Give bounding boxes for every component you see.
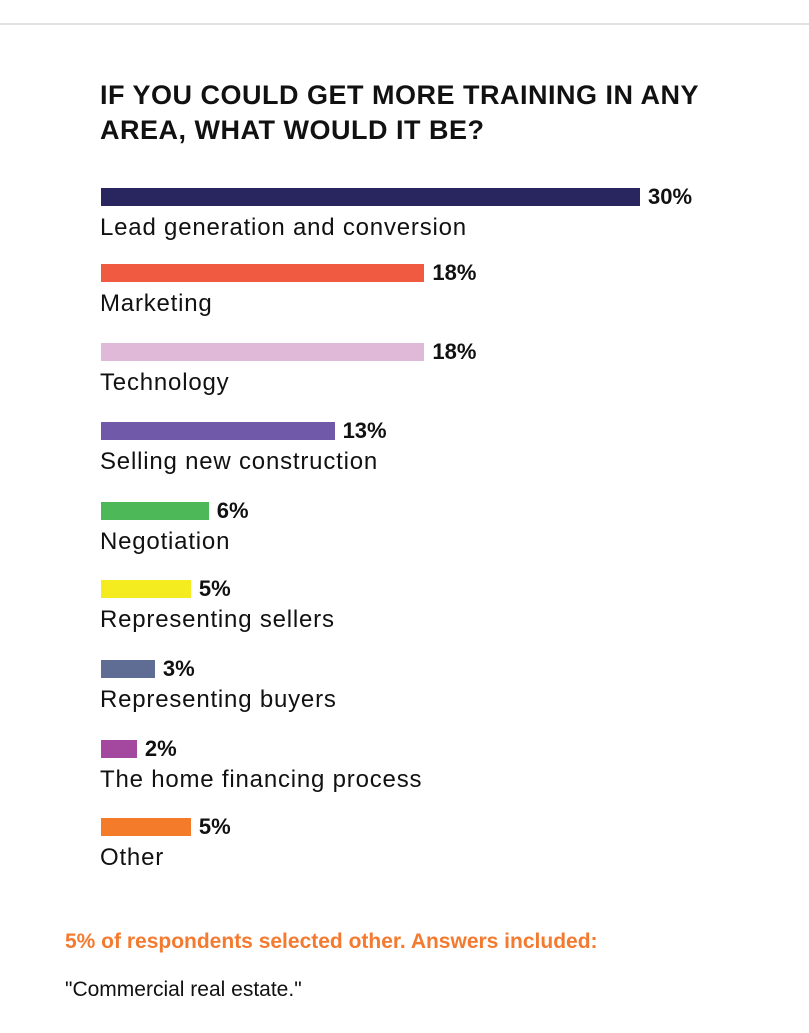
bar-row: 5% Other [100, 814, 801, 878]
bar-row: 30% Lead generation and conversion [100, 184, 801, 248]
bar [101, 264, 425, 282]
value-label: 6% [216, 498, 249, 523]
bar [101, 422, 335, 440]
bar-row: 18% Marketing [100, 260, 801, 324]
bar-row: 3% Representing buyers [100, 656, 801, 720]
chart-title: IF YOU COULD GET MORE TRAINING IN ANY AR… [100, 80, 699, 145]
bar [101, 740, 137, 758]
category-label: Representing buyers [100, 686, 337, 713]
category-label: Negotiation [100, 528, 231, 555]
value-label: 18% [432, 260, 477, 285]
bar [101, 188, 640, 206]
category-label: Marketing [100, 290, 213, 317]
category-label: Selling new construction [100, 448, 379, 475]
value-label: 3% [162, 656, 195, 681]
value-label: 2% [144, 736, 177, 761]
bar [101, 580, 191, 598]
bar-chart: 30% Lead generation and conversion 18% Mark… [100, 184, 801, 878]
bar [101, 660, 155, 678]
bar-row: 5% Representing sellers [100, 576, 801, 640]
bar-row: 18% Technology [100, 339, 801, 403]
bar-row: 13% Selling new construction [100, 418, 801, 482]
category-label: The home financing process [100, 766, 423, 793]
bar-row: 2% The home financing process [100, 736, 801, 800]
other-note: 5% of respondents selected other. Answer… [65, 930, 598, 953]
other-quote: "Commercial real estate." [65, 978, 302, 1001]
value-label: 5% [198, 576, 231, 601]
category-label: Other [100, 844, 165, 871]
value-label: 18% [432, 339, 477, 364]
category-label: Technology [100, 369, 230, 396]
bar [101, 502, 209, 520]
bar-row: 6% Negotiation [100, 498, 801, 562]
value-label: 13% [342, 418, 387, 443]
category-label: Representing sellers [100, 606, 335, 633]
top-divider [0, 23, 809, 25]
category-label: Lead generation and conversion [100, 214, 467, 241]
bar [101, 818, 191, 836]
value-label: 5% [198, 814, 231, 839]
bar [101, 343, 425, 361]
value-label: 30% [648, 184, 693, 209]
